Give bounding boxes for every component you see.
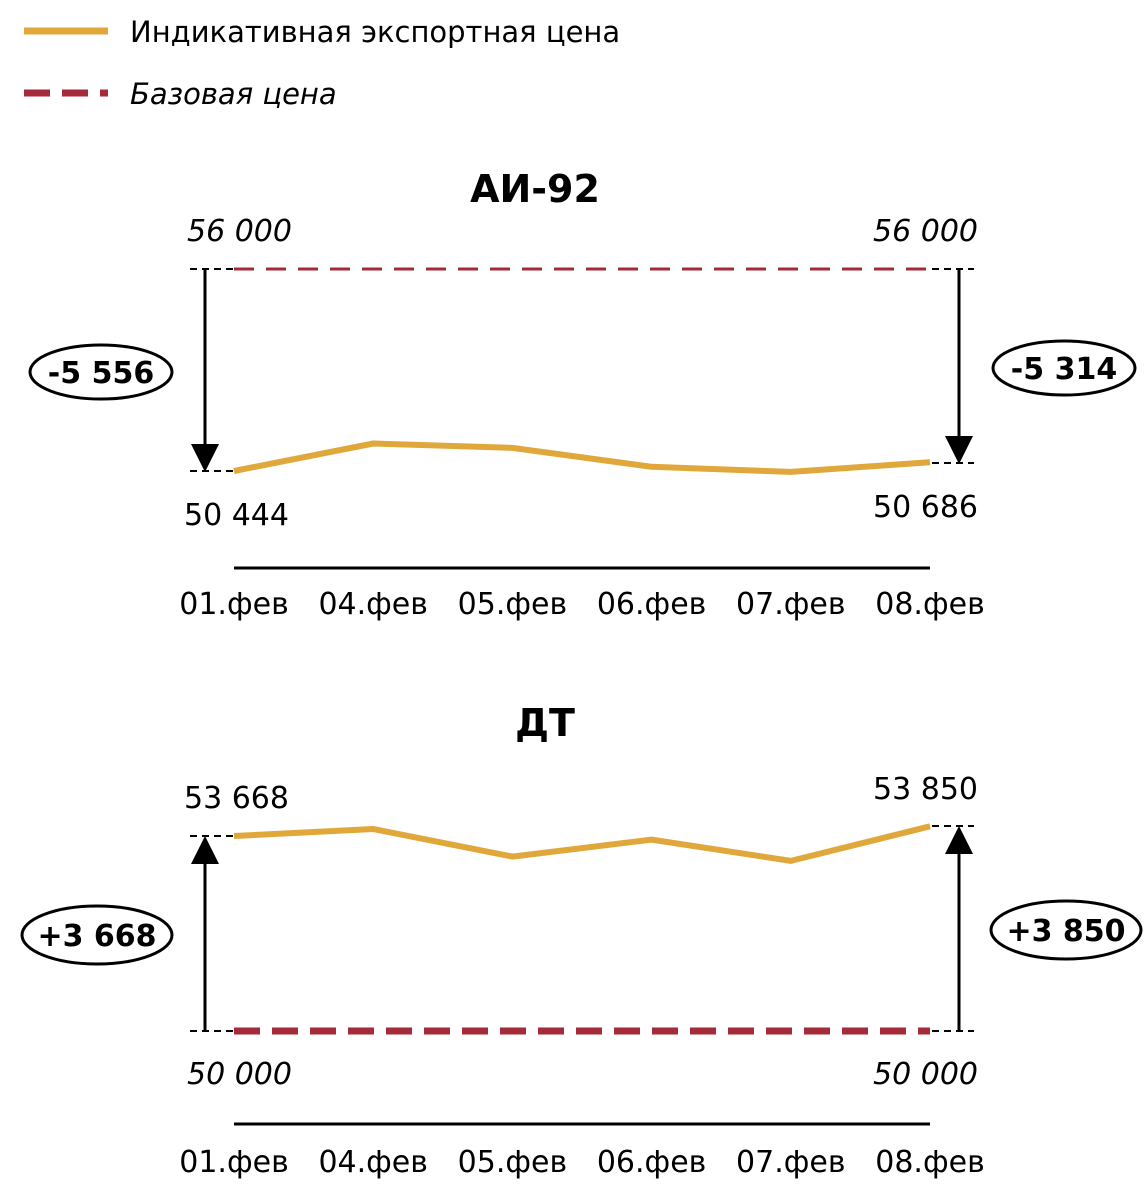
x-tick-label: 07.фев <box>736 1145 846 1180</box>
chart-panel-ai92: АИ-92 56 000 56 000 -5 556 -5 314 50 444… <box>28 167 1137 622</box>
x-tick-label: 01.фев <box>179 1145 289 1180</box>
end-value-label: 50 686 <box>873 490 978 525</box>
chart-title: АИ-92 <box>470 167 600 211</box>
diff-arrow-left-head <box>191 444 219 472</box>
diff-badge-right-label: -5 314 <box>1011 352 1117 387</box>
chart-title: ДТ <box>515 701 575 745</box>
diff-arrow-right-head <box>945 436 973 464</box>
chart-panel-dt: ДТ 53 668 53 850 +3 668 +3 850 50 000 50… <box>20 701 1143 1180</box>
start-value-label: 50 444 <box>184 498 289 533</box>
diff-badge-right <box>989 899 1143 961</box>
x-tick-label: 04.фев <box>318 1145 428 1180</box>
diff-badge-right-label: +3 850 <box>1006 914 1125 949</box>
indicative-price-line <box>233 440 931 475</box>
diff-badge-left-label: -5 556 <box>48 356 154 391</box>
x-tick-label: 05.фев <box>458 587 568 622</box>
indicative-price-line <box>233 823 931 864</box>
x-tick-label: 05.фев <box>458 1145 568 1180</box>
diff-badge-left <box>20 904 174 966</box>
x-tick-label: 06.фев <box>597 587 707 622</box>
legend: Индикативная экспортная цена Базовая цен… <box>24 15 620 111</box>
x-tick-label: 08.фев <box>875 587 985 622</box>
x-tick-label: 06.фев <box>597 1145 707 1180</box>
x-tick-label: 01.фев <box>179 587 289 622</box>
diff-badge-right <box>991 339 1137 397</box>
base-price-label-right: 56 000 <box>873 214 978 249</box>
x-tick-label: 04.фев <box>318 587 428 622</box>
x-tick-labels: 01.фев 04.фев 05.фев 06.фев 07.фев 08.фев <box>179 1145 985 1180</box>
x-tick-label: 07.фев <box>736 587 846 622</box>
diff-arrow-left-head <box>191 836 219 864</box>
diff-arrow-right-head <box>945 826 973 854</box>
diff-badge-left-label: +3 668 <box>37 919 156 954</box>
base-price-label-left: 50 000 <box>187 1057 292 1092</box>
legend-label-indicative: Индикативная экспортная цена <box>130 15 620 49</box>
base-price-label-left: 56 000 <box>187 214 292 249</box>
start-value-label: 53 668 <box>184 781 289 816</box>
legend-label-base: Базовая цена <box>130 77 337 111</box>
base-price-label-right: 50 000 <box>873 1057 978 1092</box>
end-value-label: 53 850 <box>873 772 978 807</box>
diff-badge-left <box>28 343 174 401</box>
x-tick-labels: 01.фев 04.фев 05.фев 06.фев 07.фев 08.фев <box>179 587 985 622</box>
x-tick-label: 08.фев <box>875 1145 985 1180</box>
